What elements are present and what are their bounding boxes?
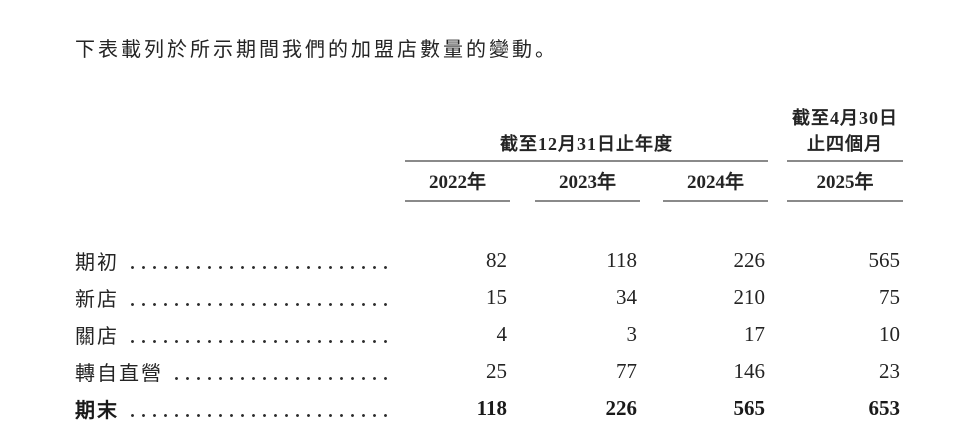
row-label-cell: 關店 bbox=[75, 316, 405, 353]
year-header-2024: 2024年 bbox=[663, 167, 768, 202]
dot-leader bbox=[127, 279, 393, 316]
dot-leader bbox=[171, 353, 393, 390]
group-header-annual: 截至12月31日止年度 bbox=[405, 131, 768, 162]
value-2022: 4 bbox=[496, 322, 508, 346]
value-2025: 565 bbox=[868, 248, 901, 272]
value-2023: 3 bbox=[626, 322, 638, 346]
group-header-fourmonth-line2: 止四個月 bbox=[807, 134, 883, 154]
table-spacer bbox=[75, 202, 903, 242]
group-header-fourmonth: 截至4月30日 止四個月 bbox=[787, 105, 903, 162]
row-label-cell: 轉自直營 bbox=[75, 353, 405, 390]
value-2023: 34 bbox=[616, 285, 637, 309]
row-store-closures: 關店 4 3 17 10 bbox=[75, 316, 903, 353]
value-2024: 210 bbox=[733, 285, 766, 309]
value-2025: 75 bbox=[879, 285, 900, 309]
group-header-fourmonth-line1: 截至4月30日 bbox=[792, 108, 898, 128]
value-2022: 118 bbox=[476, 396, 507, 420]
value-2024: 146 bbox=[733, 359, 766, 383]
value-2023: 118 bbox=[606, 248, 637, 272]
row-label: 期末 bbox=[75, 400, 119, 422]
intro-paragraph: 下表載列於所示期間我們的加盟店數量的變動。 bbox=[75, 39, 558, 61]
value-2024: 17 bbox=[744, 322, 765, 346]
year-header-2022: 2022年 bbox=[405, 167, 510, 202]
row-beginning-of-period: 期初 82 118 226 565 bbox=[75, 242, 903, 279]
dot-leader bbox=[127, 316, 393, 353]
row-label-cell: 期初 bbox=[75, 242, 405, 279]
row-end-of-period: 期末 118 226 565 653 bbox=[75, 390, 903, 427]
year-header-2025: 2025年 bbox=[787, 167, 903, 202]
dot-leader bbox=[127, 242, 393, 279]
value-2024: 565 bbox=[733, 396, 766, 420]
value-2023: 226 bbox=[605, 396, 638, 420]
value-2022: 15 bbox=[486, 285, 507, 309]
value-2022: 25 bbox=[486, 359, 507, 383]
value-2025: 23 bbox=[879, 359, 900, 383]
value-2025: 10 bbox=[879, 322, 900, 346]
franchise-store-table: 截至12月31日止年度 截至4月30日 止四個月 2022年 2023年 202… bbox=[75, 104, 903, 427]
row-new-stores: 新店 15 34 210 75 bbox=[75, 279, 903, 316]
row-label: 轉自直營 bbox=[75, 363, 163, 385]
value-2025: 653 bbox=[868, 396, 901, 420]
value-2024: 226 bbox=[733, 248, 766, 272]
year-header-2023: 2023年 bbox=[535, 167, 640, 202]
row-label-cell: 新店 bbox=[75, 279, 405, 316]
row-label: 新店 bbox=[75, 289, 119, 311]
row-label-cell: 期末 bbox=[75, 390, 405, 427]
header-group-row: 截至12月31日止年度 截至4月30日 止四個月 bbox=[75, 104, 903, 162]
year-header-row: 2022年 2023年 2024年 2025年 bbox=[75, 162, 903, 202]
dot-leader bbox=[127, 390, 393, 427]
value-2023: 77 bbox=[616, 359, 637, 383]
row-label: 關店 bbox=[75, 326, 119, 348]
row-converted-from-direct: 轉自直營 25 77 146 23 bbox=[75, 353, 903, 390]
value-2022: 82 bbox=[486, 248, 507, 272]
row-label: 期初 bbox=[75, 252, 119, 274]
